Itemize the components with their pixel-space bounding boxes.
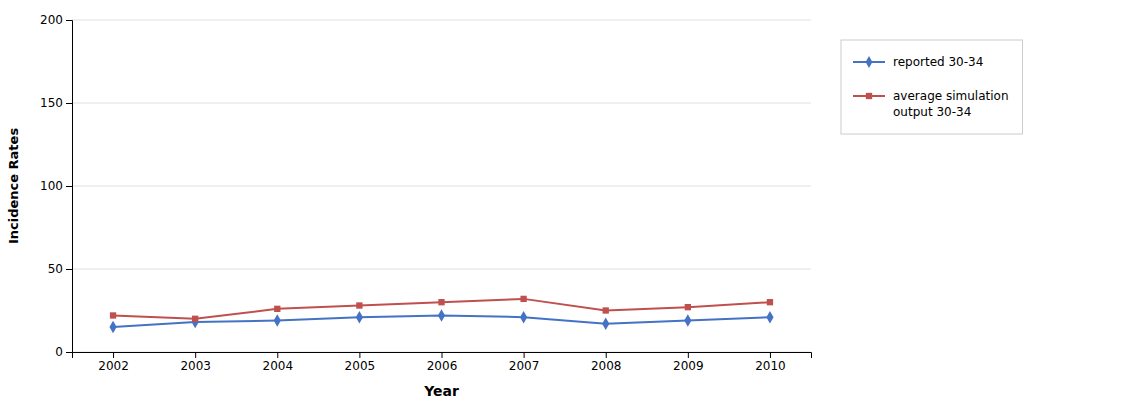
y-tick: 200 <box>40 13 72 27</box>
y-tick: 50 <box>48 262 72 276</box>
x-tick-mark <box>606 352 607 358</box>
x-tick-mark <box>688 352 689 358</box>
x-tick-label: 2004 <box>263 359 294 373</box>
x-tick-label: 2009 <box>673 359 704 373</box>
x-tick-label: 2006 <box>427 359 458 373</box>
legend-label: reported 30-34 <box>893 55 983 69</box>
series-marker <box>438 299 444 305</box>
legend-frame <box>841 40 1023 134</box>
x-axis: 2002 2003 2004 2005 2006 2007 2008 2009 2010 <box>73 352 812 373</box>
grid-line <box>72 20 811 21</box>
series-marker <box>110 312 116 318</box>
y-axis: 0 50 100 150 200 <box>40 13 72 359</box>
series-marker <box>685 304 691 310</box>
series-marker <box>274 306 280 312</box>
x-tick-label: 2005 <box>345 359 376 373</box>
x-tick-mark <box>770 352 771 358</box>
y-tick-label: 50 <box>48 262 63 276</box>
y-tick-mark <box>66 352 72 353</box>
grid <box>72 20 811 352</box>
y-tick: 150 <box>40 96 72 110</box>
x-tick-label: 2008 <box>591 359 622 373</box>
x-tick-mark <box>113 352 114 358</box>
x-tick-mark <box>442 352 443 358</box>
x-tick-label: 2007 <box>509 359 540 373</box>
y-tick-mark <box>66 20 72 21</box>
y-tick-mark <box>66 103 72 104</box>
x-tick: 2007 <box>509 352 540 373</box>
series-group <box>109 296 773 334</box>
y-tick-mark <box>66 269 72 270</box>
x-tick-label: 2002 <box>98 359 129 373</box>
series-marker <box>192 316 198 322</box>
legend-marker <box>866 56 873 68</box>
legend-label: average simulationoutput 30-34 <box>893 89 1009 119</box>
series-marker <box>603 307 609 313</box>
grid-line <box>72 103 811 104</box>
series-marker <box>767 299 773 305</box>
chart-svg: 2002 2003 2004 2005 2006 2007 2008 2009 2010 0 50 1… <box>0 0 1131 408</box>
grid-line <box>72 269 811 270</box>
series-marker <box>520 311 527 323</box>
y-tick-mark <box>66 186 72 187</box>
y-tick-label: 0 <box>55 345 63 359</box>
x-tick-mark <box>277 352 278 358</box>
x-tick-label: 2010 <box>755 359 786 373</box>
x-tick: 2008 <box>591 352 622 373</box>
x-axis-title: Year <box>423 383 459 399</box>
x-tick: 2005 <box>345 352 376 373</box>
plot-area: 2002 2003 2004 2005 2006 2007 2008 2009 2010 0 50 1… <box>40 13 811 372</box>
x-tick-mark <box>195 352 196 358</box>
series-marker <box>274 314 281 326</box>
y-tick: 0 <box>55 345 72 359</box>
x-tick: 2004 <box>263 352 294 373</box>
chart-container: 2002 2003 2004 2005 2006 2007 2008 2009 2010 0 50 1… <box>0 0 1131 408</box>
legend-item: reported 30-34 <box>853 55 983 69</box>
legend-item: average simulationoutput 30-34 <box>853 89 1009 119</box>
series-marker <box>438 309 445 321</box>
series-marker <box>192 316 199 328</box>
y-tick-label: 200 <box>40 13 63 27</box>
legend-marker <box>866 93 872 99</box>
series-marker <box>356 302 362 308</box>
y-axis-line <box>66 21 73 353</box>
grid-line <box>72 186 811 187</box>
x-tick: 2009 <box>673 352 704 373</box>
x-tick-mark <box>524 352 525 358</box>
y-tick-label: 150 <box>40 96 63 110</box>
series-marker <box>109 321 116 333</box>
series-marker <box>602 318 609 330</box>
series-marker <box>766 311 773 323</box>
series-marker <box>684 314 691 326</box>
legend: reported 30-34 average simulationoutput 3… <box>841 40 1023 134</box>
series-marker <box>356 311 363 323</box>
series-line <box>113 299 770 319</box>
x-tick: 2006 <box>427 352 458 373</box>
x-tick: 2002 <box>98 352 129 373</box>
series-marker <box>520 296 526 302</box>
y-tick: 100 <box>40 179 72 193</box>
x-tick-mark <box>359 352 360 358</box>
x-tick: 2010 <box>755 352 786 373</box>
y-axis-title: Incidence Rates <box>6 128 21 244</box>
x-tick: 2003 <box>180 352 211 373</box>
x-axis-line <box>73 353 812 359</box>
y-tick-label: 100 <box>40 179 63 193</box>
x-tick-label: 2003 <box>180 359 211 373</box>
